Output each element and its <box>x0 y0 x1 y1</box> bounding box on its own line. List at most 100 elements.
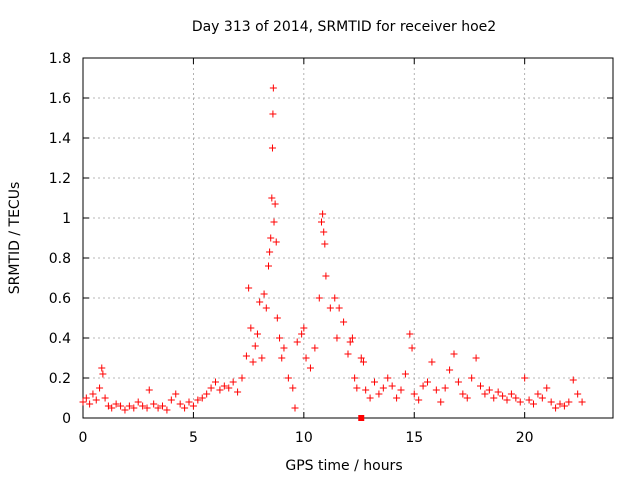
data-point <box>463 394 471 402</box>
data-point <box>481 390 489 398</box>
data-point <box>249 358 257 366</box>
data-point <box>353 384 361 392</box>
data-point <box>253 330 261 338</box>
x-axis-label: GPS time / hours <box>285 458 402 474</box>
data-point <box>348 334 356 342</box>
data-point <box>340 318 348 326</box>
data-point <box>302 354 310 362</box>
y-tick-label: 1 <box>62 211 71 227</box>
data-point <box>293 338 301 346</box>
data-point <box>139 402 147 410</box>
data-point <box>92 396 100 404</box>
data-point <box>318 218 325 226</box>
data-point <box>379 384 387 392</box>
data-point <box>472 354 480 362</box>
data-point <box>319 210 327 218</box>
special-marker-square <box>358 415 365 421</box>
data-point <box>346 338 354 346</box>
x-tick-label: 10 <box>295 430 313 446</box>
data-point <box>198 394 206 402</box>
data-point <box>207 384 215 392</box>
data-point <box>459 390 467 398</box>
data-point <box>265 262 272 270</box>
y-tick-label: 0.8 <box>49 251 71 267</box>
data-point <box>298 330 306 338</box>
grid-lines <box>83 58 613 418</box>
data-point <box>410 390 418 398</box>
data-point <box>552 404 560 412</box>
data-point <box>441 384 449 392</box>
data-point <box>176 400 184 408</box>
data-point <box>315 294 323 302</box>
data-point <box>167 396 175 404</box>
data-point <box>454 378 462 386</box>
data-point <box>130 404 138 412</box>
data-point <box>269 110 277 118</box>
data-point <box>306 364 314 372</box>
data-point <box>384 374 392 382</box>
data-point <box>216 386 224 394</box>
data-point <box>468 374 476 382</box>
data-point <box>121 406 129 414</box>
data-point <box>163 406 171 414</box>
data-point <box>490 394 498 402</box>
data-point <box>432 386 440 394</box>
data-point <box>101 394 109 402</box>
x-tick-label: 20 <box>516 430 534 446</box>
data-point <box>99 370 107 378</box>
data-point <box>450 350 458 358</box>
data-point <box>145 386 153 394</box>
data-point <box>424 378 431 386</box>
data-point <box>203 390 211 398</box>
data-point <box>181 404 189 412</box>
data-point <box>154 404 162 412</box>
y-tick-label: 0.2 <box>49 371 71 387</box>
data-point <box>284 374 292 382</box>
data-point <box>556 400 564 408</box>
data-point <box>86 400 94 408</box>
data-point <box>143 404 151 412</box>
data-point <box>260 290 268 298</box>
plot-frame <box>82 57 614 419</box>
data-point <box>172 390 180 398</box>
y-tick-label: 1.2 <box>49 171 71 187</box>
data-point <box>547 398 555 406</box>
data-point <box>351 374 359 382</box>
data-point <box>321 240 329 248</box>
y-tick-labels: 0 0.2 0.4 0.6 0.8 1 1.2 1.4 1.6 1.8 <box>49 51 71 427</box>
data-point <box>79 398 87 406</box>
data-point <box>212 378 219 386</box>
data-point <box>247 324 255 332</box>
data-point <box>507 390 515 398</box>
chart-title: Day 313 of 2014, SRMTID for receiver hoe… <box>192 19 496 35</box>
data-point <box>278 354 286 362</box>
y-axis-label: SRMTID / TECUs <box>7 182 23 295</box>
data-point <box>185 398 193 406</box>
data-point <box>272 238 280 246</box>
data-point <box>406 330 414 338</box>
data-point <box>388 382 396 390</box>
data-point <box>393 394 401 402</box>
data-point <box>150 400 158 408</box>
data-point <box>419 382 427 390</box>
data-point <box>446 366 454 374</box>
data-point <box>530 400 537 408</box>
data-point <box>569 376 577 384</box>
data-point <box>333 334 341 342</box>
data-point <box>268 194 276 202</box>
data-point <box>242 352 250 360</box>
data-point <box>357 354 365 362</box>
data-point <box>320 228 328 236</box>
data-point <box>268 144 276 152</box>
data-point <box>289 384 297 392</box>
data-point <box>280 344 288 352</box>
data-point <box>565 398 573 406</box>
data-point <box>503 396 511 404</box>
data-point <box>266 248 274 256</box>
y-tick-label: 1.4 <box>49 131 71 147</box>
data-point <box>521 374 529 382</box>
data-point <box>366 394 374 402</box>
data-point <box>220 382 228 390</box>
data-point <box>189 402 197 410</box>
data-point <box>234 388 242 396</box>
